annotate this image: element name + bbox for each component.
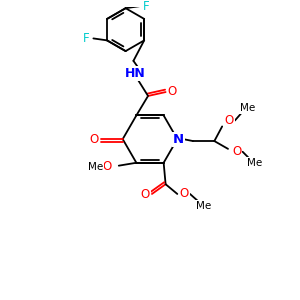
Text: O: O: [179, 188, 189, 200]
Text: Me: Me: [247, 158, 262, 167]
Text: F: F: [143, 0, 149, 13]
Text: Me: Me: [88, 162, 103, 172]
Text: N: N: [173, 133, 184, 146]
Text: O: O: [224, 114, 234, 127]
Text: O: O: [90, 133, 99, 146]
Text: O: O: [140, 188, 150, 201]
Text: O: O: [103, 160, 112, 173]
Text: O: O: [232, 145, 242, 158]
Text: O: O: [168, 85, 177, 98]
Text: F: F: [83, 32, 90, 45]
Text: Me: Me: [196, 201, 211, 211]
Text: HN: HN: [125, 67, 146, 80]
Text: Me: Me: [240, 103, 255, 113]
